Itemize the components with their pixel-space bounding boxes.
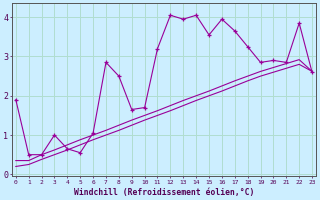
X-axis label: Windchill (Refroidissement éolien,°C): Windchill (Refroidissement éolien,°C) xyxy=(74,188,254,197)
